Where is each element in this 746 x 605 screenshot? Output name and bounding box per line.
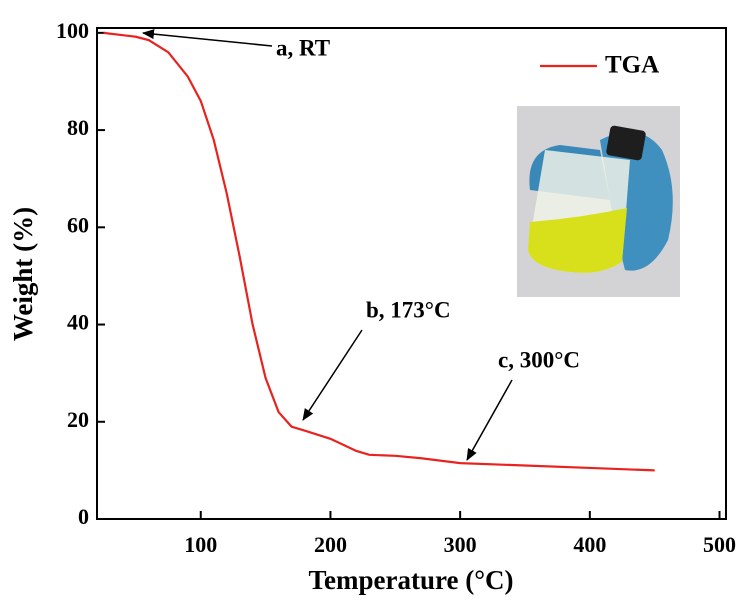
y-tick-label: 60 (67, 212, 89, 237)
x-tick-label: 500 (703, 532, 736, 557)
legend-label: TGA (605, 52, 659, 79)
y-tick-label: 40 (67, 310, 89, 335)
x-tick-label: 400 (573, 532, 606, 557)
annotation-arrow (142, 29, 273, 47)
y-tick-label: 0 (78, 504, 89, 529)
y-tick-label: 20 (67, 407, 89, 432)
x-tick-label: 100 (184, 532, 217, 557)
y-tick-label: 80 (67, 115, 89, 140)
annotation: a, RT (276, 35, 330, 60)
x-axis-label: Temperature (°C) (308, 565, 513, 595)
x-tick-label: 300 (444, 532, 477, 557)
annotation: b, 173°C (366, 297, 451, 322)
x-tick-label: 200 (314, 532, 347, 557)
annotation-arrow (302, 329, 363, 421)
annotation-arrow (466, 379, 513, 461)
annotation: c, 300°C (498, 347, 580, 372)
plot-frame (96, 27, 727, 520)
y-axis-label: Weight (%) (8, 207, 38, 341)
inset-photo (517, 106, 680, 297)
data-line (103, 31, 655, 472)
y-tick-label: 100 (56, 18, 89, 43)
